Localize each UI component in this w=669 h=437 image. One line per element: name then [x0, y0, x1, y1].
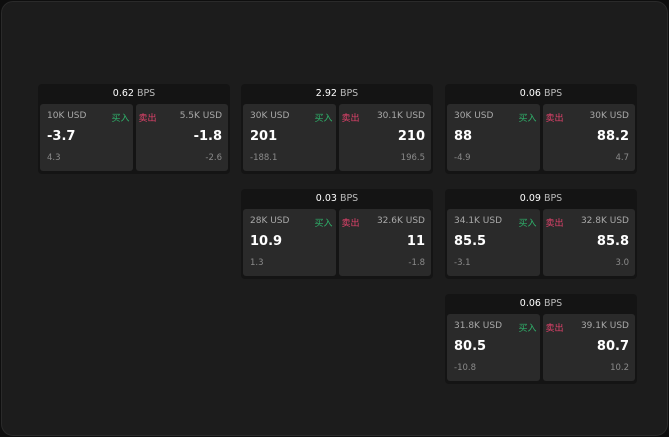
- sell-label: 卖出: [341, 219, 360, 229]
- spread-header: 0.03 BPS: [241, 189, 433, 209]
- spread-value: 0.06: [519, 298, 541, 309]
- bid-change: 4.3: [47, 153, 61, 163]
- spread-header: 0.62 BPS: [38, 84, 230, 104]
- ask-price: 11: [406, 234, 425, 249]
- bid-change: -3.1: [454, 258, 471, 268]
- buy-label: 买入: [518, 114, 537, 124]
- buy-panel[interactable]: 30K USD 买入 88 -4.9: [447, 104, 540, 171]
- sell-label: 卖出: [341, 114, 360, 124]
- spread-unit: BPS: [339, 193, 359, 204]
- bid-price: 201: [250, 129, 278, 144]
- ask-change: -1.8: [408, 258, 425, 268]
- buy-label: 买入: [111, 114, 130, 124]
- buy-panel[interactable]: 28K USD 买入 10.9 1.3: [243, 209, 336, 276]
- spread-header: 2.92 BPS: [241, 84, 433, 104]
- sell-label: 卖出: [545, 219, 564, 229]
- spread-value: 0.62: [112, 88, 134, 99]
- bid-price: 85.5: [454, 234, 487, 249]
- quote-card: 0.06 BPS 31.8K USD 买入 80.5 -10.8 卖出 39.1K…: [445, 294, 637, 384]
- buy-panel[interactable]: 10K USD 买入 -3.7 4.3: [40, 104, 133, 171]
- spread-unit: BPS: [136, 88, 156, 99]
- spread-unit: BPS: [543, 298, 563, 309]
- quote-card: 2.92 BPS 30K USD 买入 201 -188.1 卖出 30.1K U…: [241, 84, 433, 174]
- sell-label: 卖出: [138, 114, 157, 124]
- sell-label: 卖出: [545, 324, 564, 334]
- sell-panel[interactable]: 卖出 30K USD 88.2 4.7: [542, 104, 635, 171]
- spread-value: 0.06: [519, 88, 541, 99]
- quote-card: 0.03 BPS 28K USD 买入 10.9 1.3 卖出 32.6K USD…: [241, 189, 433, 279]
- buy-panel[interactable]: 30K USD 买入 201 -188.1: [243, 104, 336, 171]
- bid-size: 28K USD: [250, 216, 290, 226]
- buy-panel[interactable]: 34.1K USD 买入 85.5 -3.1: [447, 209, 540, 276]
- ask-change: 3.0: [615, 258, 629, 268]
- bid-price: 88: [454, 129, 473, 144]
- ask-size: 5.5K USD: [179, 111, 222, 121]
- bid-size: 31.8K USD: [454, 321, 503, 331]
- ask-price: 88.2: [596, 129, 629, 144]
- bid-change: 1.3: [250, 258, 264, 268]
- ask-change: 10.2: [610, 363, 629, 373]
- buy-label: 买入: [314, 219, 333, 229]
- ask-change: 196.5: [400, 153, 425, 163]
- spread-unit: BPS: [543, 88, 563, 99]
- spread-header: 0.06 BPS: [445, 84, 637, 104]
- bid-change: -188.1: [250, 153, 278, 163]
- spread-value: 0.09: [519, 193, 541, 204]
- spread-header: 0.09 BPS: [445, 189, 637, 209]
- bid-price: -3.7: [47, 129, 76, 144]
- sell-panel[interactable]: 卖出 30.1K USD 210 196.5: [338, 104, 431, 171]
- ask-size: 39.1K USD: [580, 321, 629, 331]
- ask-price: -1.8: [193, 129, 222, 144]
- ask-price: 210: [397, 129, 425, 144]
- sell-panel[interactable]: 卖出 32.8K USD 85.8 3.0: [542, 209, 635, 276]
- bid-price: 10.9: [250, 234, 283, 249]
- bid-size: 34.1K USD: [454, 216, 503, 226]
- buy-panel[interactable]: 31.8K USD 买入 80.5 -10.8: [447, 314, 540, 381]
- buy-label: 买入: [518, 219, 537, 229]
- buy-label: 买入: [518, 324, 537, 334]
- bid-price: 80.5: [454, 339, 487, 354]
- spread-unit: BPS: [543, 193, 563, 204]
- spread-header: 0.06 BPS: [445, 294, 637, 314]
- sell-panel[interactable]: 卖出 32.6K USD 11 -1.8: [338, 209, 431, 276]
- sell-panel[interactable]: 卖出 5.5K USD -1.8 -2.6: [135, 104, 228, 171]
- ask-size: 32.6K USD: [376, 216, 425, 226]
- spread-value: 0.03: [315, 193, 337, 204]
- sell-panel[interactable]: 卖出 39.1K USD 80.7 10.2: [542, 314, 635, 381]
- bid-change: -4.9: [454, 153, 471, 163]
- ask-change: -2.6: [205, 153, 222, 163]
- buy-label: 买入: [314, 114, 333, 124]
- ask-price: 85.8: [596, 234, 629, 249]
- quote-card: 0.62 BPS 10K USD 买入 -3.7 4.3 卖出 5.5K USD …: [38, 84, 230, 174]
- spread-value: 2.92: [315, 88, 337, 99]
- quote-card: 0.09 BPS 34.1K USD 买入 85.5 -3.1 卖出 32.8K …: [445, 189, 637, 279]
- ask-size: 30.1K USD: [376, 111, 425, 121]
- ask-change: 4.7: [615, 153, 629, 163]
- bid-size: 30K USD: [250, 111, 290, 121]
- bid-size: 30K USD: [454, 111, 494, 121]
- ask-size: 30K USD: [589, 111, 629, 121]
- bid-change: -10.8: [454, 363, 476, 373]
- ask-size: 32.8K USD: [580, 216, 629, 226]
- sell-label: 卖出: [545, 114, 564, 124]
- bid-size: 10K USD: [47, 111, 87, 121]
- spread-unit: BPS: [339, 88, 359, 99]
- quote-card: 0.06 BPS 30K USD 买入 88 -4.9 卖出 30K USD 88…: [445, 84, 637, 174]
- ask-price: 80.7: [596, 339, 629, 354]
